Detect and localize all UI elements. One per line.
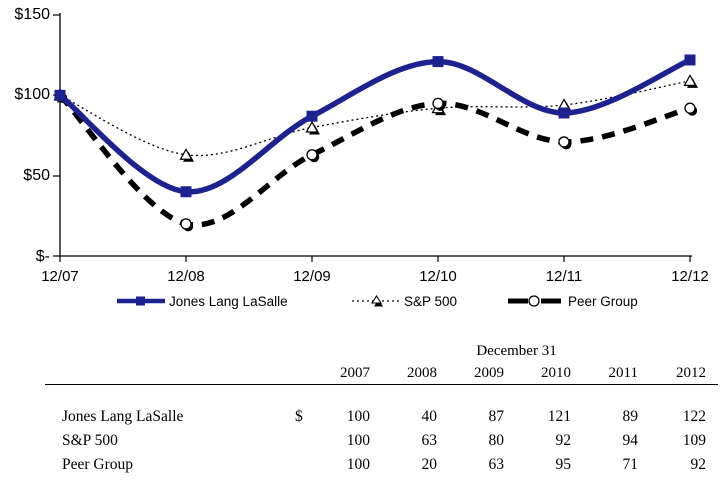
cell-value: 40 [421,408,438,425]
cell-value: 87 [488,408,505,425]
performance-line-chart: $150 $100 $50 $- 12/07 12/08 12/09 12/10… [14,6,709,309]
x-tick-1211: 12/11 [545,268,583,285]
legend-swatch-solid-square-icon [117,296,165,306]
y-axis [53,13,61,257]
table-group-header-row: December 31 [45,340,718,362]
table-row-sp500: S&P 500 100 63 80 92 94 109 [45,429,718,453]
cell-value: 20 [421,456,438,473]
x-tick-1208: 12/08 [167,268,205,285]
legend-label: Jones Lang LaSalle [169,293,288,309]
legend-item-jones-lang-lasalle: Jones Lang LaSalle [117,293,288,309]
cell-value: 121 [547,408,571,425]
cell-value: 71 [622,456,639,473]
x-tick-1212: 12/12 [671,268,709,285]
legend-item-peer-group: Peer Group [508,293,638,309]
y-tick-zero: $- [35,248,50,265]
col-header-2012: 2012 [650,362,719,385]
cell-value: 94 [622,432,639,449]
date-group-header: December 31 [476,342,557,359]
table-row-jones-lang-lasalle: Jones Lang LaSalle $ 100 40 87 121 89 12… [45,405,718,429]
row-label: Jones Lang LaSalle [62,408,184,425]
legend-label: S&P 500 [404,293,458,309]
table-spacer-row [45,385,718,406]
chart-canvas [53,13,698,262]
legend-swatch-dashed-circle-icon [508,295,564,307]
chart-series [53,54,698,232]
y-tick-100: $100 [14,86,50,103]
legend-swatch-dotted-triangle-icon [352,295,400,307]
cell-value: 89 [622,408,639,425]
cell-value: 100 [346,456,370,473]
cell-value: 63 [421,432,438,449]
row-label: S&P 500 [62,432,118,449]
cell-value: 92 [555,432,572,449]
cell-value: 92 [690,456,707,473]
cell-value: 100 [346,408,370,425]
x-axis [59,255,692,262]
y-tick-50: $50 [23,167,50,184]
cell-value: 100 [346,432,370,449]
currency-symbol [290,429,315,453]
cell-value: 122 [682,408,707,425]
series-s-p-500 [53,74,698,162]
currency-symbol [290,453,315,477]
col-header-2011: 2011 [583,362,650,385]
legend-label: Peer Group [568,293,638,309]
cell-value: 63 [488,456,505,473]
col-header-2009: 2009 [449,362,516,385]
indexed-return-table: December 31 2007 2008 2009 2010 2011 201… [45,340,719,477]
table-row-peer-group: Peer Group 100 20 63 95 71 92 [45,453,718,477]
cell-value: 80 [488,432,505,449]
col-header-2010: 2010 [516,362,583,385]
cell-value: 109 [682,432,707,449]
x-tick-1209: 12/09 [293,268,331,285]
row-label: Peer Group [62,456,134,473]
currency-symbol: $ [295,408,303,425]
series-peer-group [54,89,698,232]
table-year-header-row: 2007 2008 2009 2010 2011 2012 [45,362,719,385]
col-header-2008: 2008 [382,362,449,385]
legend-item-sp500: S&P 500 [352,293,457,309]
cell-value: 95 [555,456,572,473]
x-tick-1207: 12/07 [41,268,79,285]
y-tick-150: $150 [14,6,50,23]
x-tick-1210: 12/10 [419,268,457,285]
series-jones-lang-lasalle [54,54,696,198]
col-header-2007: 2007 [315,362,382,385]
